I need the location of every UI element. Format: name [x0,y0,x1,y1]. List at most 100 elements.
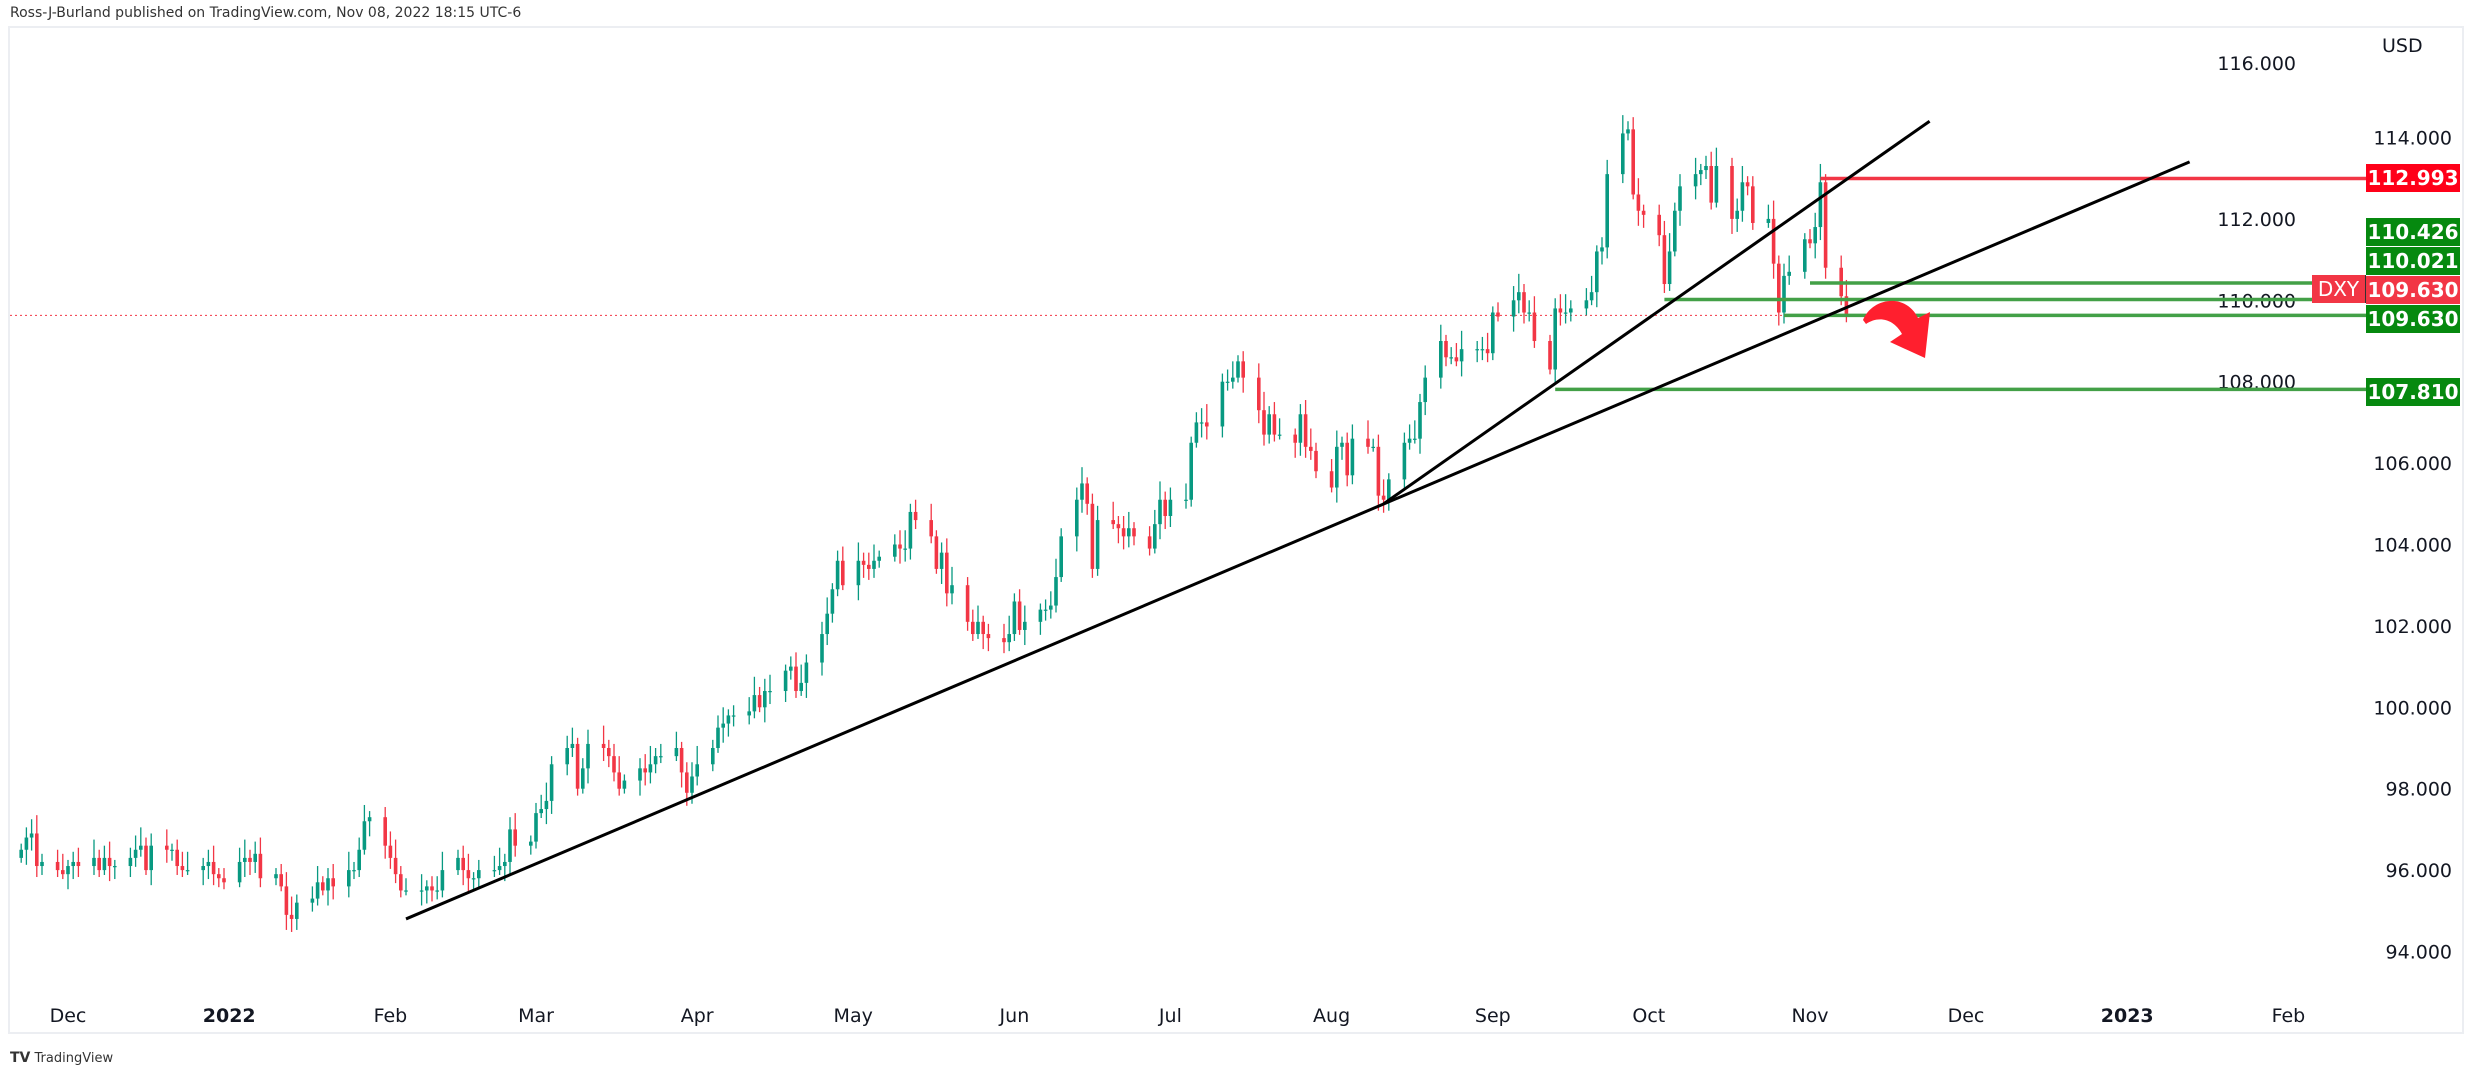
candle-up [908,511,913,549]
candle-down [1522,292,1526,313]
candle-up [549,764,554,801]
candle-up [539,809,543,814]
candle-down [1262,410,1266,435]
candle-up [1402,442,1407,480]
candle-up [1449,357,1453,359]
candle-down [1002,638,1006,643]
candle-up [274,874,278,879]
candle-up [1553,308,1557,370]
candle-up [1075,499,1079,537]
candle-down [1444,341,1448,358]
y-tick-label: 110.000 [2217,290,2296,312]
candle-down [258,853,263,879]
candle-up [726,715,731,724]
candle-up [1194,422,1199,443]
candle-up [508,829,512,862]
candle-down [679,748,684,773]
candle-up [133,849,138,858]
candle-up [872,560,876,569]
candle-up [1735,210,1739,219]
candle-down [61,870,65,875]
candle-up [29,833,34,838]
candle-down [913,511,918,521]
candle-up [752,695,757,712]
candle-up [768,691,772,693]
candle-down [1485,349,1490,354]
candle-up [1267,414,1271,435]
candle-down [794,666,798,692]
candle-up [185,870,190,872]
candle-up [1569,308,1573,313]
candle-down [180,866,185,871]
candle-down [1345,442,1349,476]
candle-down [144,845,148,871]
candle-up [1621,133,1625,175]
candle-up [326,878,330,891]
candle-up [1413,438,1417,440]
candle-down [513,829,517,846]
candle-up [1527,312,1531,314]
candle-down [1381,495,1386,500]
candle-up [367,817,372,822]
candle-down [393,857,398,875]
candle-up [1595,251,1599,293]
candle-up [1340,442,1344,447]
candle-up [1220,381,1225,427]
candle-up [1168,499,1173,517]
candle-up [1787,271,1791,276]
candle-up [976,621,980,635]
y-tick-label: 98.000 [2386,779,2452,801]
tradingview-logo[interactable]: TV TradingView [10,1050,113,1066]
candle-up [1475,349,1479,351]
candle-down [965,585,970,622]
candle-up [534,813,538,842]
candle-down [1548,341,1552,370]
candle-down [861,560,866,565]
last-price-label: 109.630 [2366,276,2460,304]
candle-up [1043,609,1048,611]
candle-up [586,743,590,769]
candle-up [253,853,257,862]
candle-down [1745,182,1750,187]
candle-up [1407,438,1412,443]
candle-up [1605,174,1609,248]
x-tick-label: Oct [1632,1005,1665,1027]
candle-up [1803,239,1807,272]
candle-up [804,662,809,683]
candle-down [1303,414,1308,447]
candle-down [211,861,216,875]
chart-frame [8,26,2464,1034]
candle-up [1818,182,1823,228]
candle-up [66,866,70,875]
candle-down [1257,377,1261,411]
candle-up [581,768,585,789]
x-tick-label: Dec [1948,1005,1985,1027]
candle-down [1116,524,1121,529]
candle-up [695,764,699,777]
candle-down [55,861,60,871]
candle-down [175,849,179,867]
candle-up [825,613,829,635]
x-tick-label: Sep [1475,1005,1511,1027]
candle-down [612,756,616,773]
candle-down [1132,528,1136,537]
candle-up [1127,528,1131,537]
candle-up [1012,601,1017,635]
candle-up [893,544,897,557]
candle-down [1641,210,1646,215]
candle-up [789,666,793,671]
candle-up [731,715,736,717]
candle-up [1371,446,1375,449]
candle-down [1808,239,1812,244]
candle-up [674,748,679,757]
candle-down [1329,471,1334,488]
y-tick-label: 102.000 [2373,616,2452,638]
candle-down [1085,483,1089,504]
price-label-110021: 110.021 [2366,247,2460,275]
candle-up [1678,186,1682,211]
candle-up [830,589,835,614]
candle-down [1454,357,1459,362]
candle-up [19,849,23,858]
x-tick-label: Jun [999,1005,1030,1027]
